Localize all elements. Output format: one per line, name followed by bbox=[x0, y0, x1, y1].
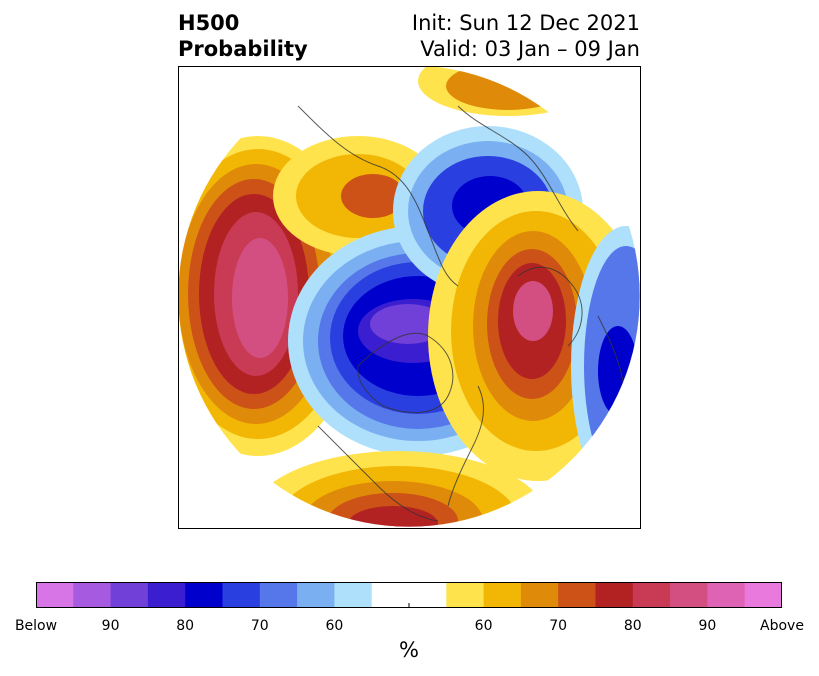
anomaly-south-core bbox=[348, 506, 438, 527]
title-valid-range: Valid: 03 Jan – 09 Jan bbox=[420, 37, 640, 61]
colorbar-tick-label: 60 bbox=[474, 618, 493, 634]
colorbar-swatch bbox=[707, 582, 746, 608]
colorbar-tick-label: 80 bbox=[623, 618, 642, 634]
colorbar-swatch bbox=[334, 582, 373, 608]
title-variable: H500 bbox=[178, 11, 240, 35]
anomaly-north-core bbox=[341, 174, 405, 218]
colorbar-swatch bbox=[371, 582, 410, 608]
colorbar-swatch bbox=[670, 582, 708, 608]
probability-map bbox=[178, 66, 641, 529]
map-title-right: Init: Sun 12 Dec 2021 Valid: 03 Jan – 09… bbox=[412, 10, 640, 62]
coastlines bbox=[297, 105, 625, 522]
colorbar-swatch bbox=[446, 582, 485, 608]
title-init-date: Init: Sun 12 Dec 2021 bbox=[411, 11, 640, 35]
colorbar-units: % bbox=[399, 638, 419, 662]
colorbar-tick-label: Above bbox=[760, 618, 804, 634]
colorbar bbox=[36, 582, 782, 608]
colorbar-tick-label: 70 bbox=[250, 618, 269, 634]
colorbar-swatch bbox=[36, 582, 74, 608]
colorbar-swatch bbox=[259, 582, 298, 608]
colorbar-swatch bbox=[73, 582, 112, 608]
colorbar-swatch bbox=[185, 582, 223, 608]
colorbar-tick-label: 90 bbox=[101, 618, 120, 634]
colorbar-swatch bbox=[744, 582, 782, 608]
colorbar-tick-label: 70 bbox=[549, 618, 568, 634]
map-title-left: H500 Probability bbox=[178, 10, 308, 62]
colorbar-tick-label: 80 bbox=[176, 618, 195, 634]
colorbar-tick-label: 60 bbox=[325, 618, 344, 634]
colorbar-swatch bbox=[558, 582, 596, 608]
colorbar-tick-label: Below bbox=[14, 618, 58, 634]
colorbar-swatch bbox=[110, 582, 149, 608]
colorbar-swatch bbox=[297, 582, 335, 608]
colorbar-swatch bbox=[632, 582, 671, 608]
anomaly-left-core bbox=[232, 238, 288, 358]
probability-field bbox=[178, 66, 640, 527]
colorbar-swatch bbox=[409, 582, 447, 608]
colorbar-tick-label: 90 bbox=[698, 618, 717, 634]
colorbar-swatch bbox=[595, 582, 634, 608]
colorbar-swatch bbox=[483, 582, 522, 608]
colorbar-swatch bbox=[147, 582, 186, 608]
colorbar-swatch bbox=[222, 582, 261, 608]
anomaly-right-core bbox=[513, 281, 553, 341]
title-product: Probability bbox=[178, 37, 308, 61]
map-frame bbox=[178, 66, 641, 529]
colorbar-swatch bbox=[520, 582, 559, 608]
anomaly-central-core bbox=[370, 304, 446, 344]
